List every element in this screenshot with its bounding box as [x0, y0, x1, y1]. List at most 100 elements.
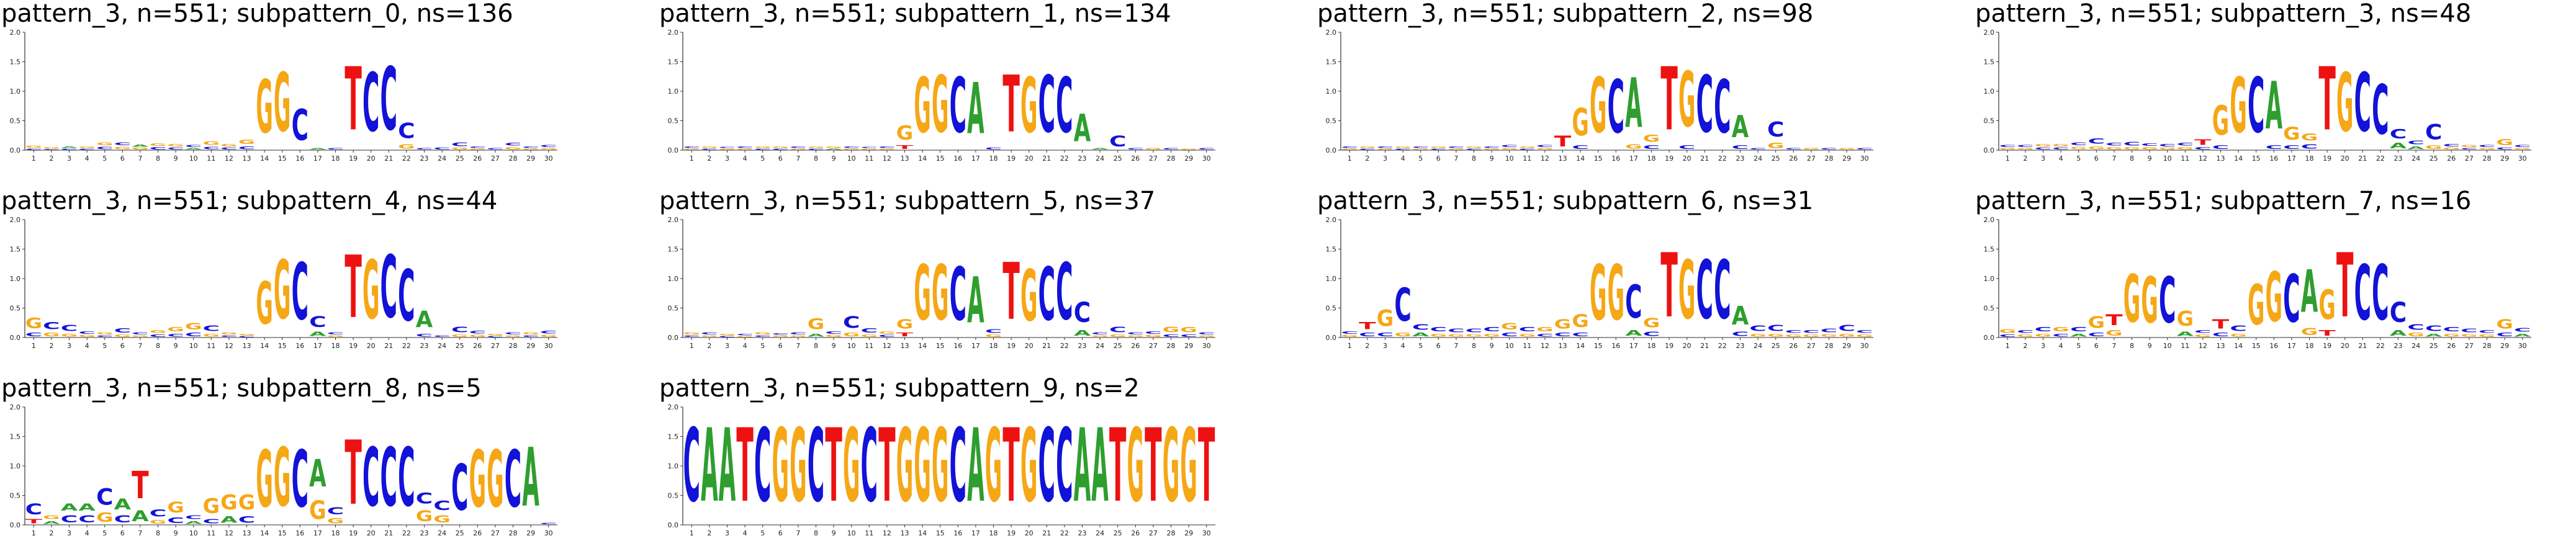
logo-letter-t: T — [896, 332, 914, 338]
logo-letter-t: T — [1002, 247, 1020, 338]
svg-text:G: G — [451, 334, 468, 338]
svg-text:G: G — [363, 244, 379, 338]
svg-text:G: G — [914, 63, 930, 151]
logo-letter-a: A — [2070, 333, 2087, 338]
logo-letter-c: C — [167, 147, 184, 150]
logo-letter-c: C — [790, 333, 806, 336]
svg-text:C: C — [114, 327, 131, 334]
y-tick-label: 1.5 — [10, 58, 21, 66]
svg-text:G: G — [719, 333, 736, 336]
svg-text:C: C — [114, 141, 131, 146]
x-tick-label: 17 — [1629, 154, 1638, 163]
svg-text:G: G — [1643, 316, 1660, 331]
svg-text:C: C — [1999, 145, 2016, 148]
logo-letter-g: G — [2177, 146, 2194, 150]
svg-text:A: A — [1412, 332, 1430, 338]
logo-letter-c: C — [43, 320, 60, 331]
svg-text:C: C — [2425, 120, 2442, 145]
x-tick-label: 20 — [1025, 154, 1034, 163]
logo-letter-g: G — [932, 60, 948, 150]
logo-letter-t: T — [878, 407, 896, 524]
y-tick-label: 2.0 — [1326, 29, 1337, 37]
logo-letter-g: G — [2017, 148, 2033, 150]
svg-text:G: G — [2105, 146, 2122, 150]
x-tick-label: 13 — [243, 342, 251, 350]
svg-text:G: G — [274, 244, 290, 338]
logo-letter-c: C — [1999, 145, 2016, 148]
logo-letter-g: G — [309, 495, 326, 525]
svg-text:G: G — [2407, 331, 2424, 338]
svg-text:C: C — [25, 332, 42, 338]
logo-letter-g: G — [2230, 63, 2246, 151]
panel-title-3: pattern_3, n=551; subpattern_3, ns=48 — [1975, 0, 2472, 28]
x-tick-label: 23 — [1736, 342, 1745, 350]
logo-letter-g: G — [256, 270, 272, 338]
logo-letter-a: A — [2407, 146, 2425, 151]
logo-letter-c: C — [2035, 326, 2051, 333]
logo-letter-t: T — [345, 50, 361, 151]
x-tick-label: 12 — [2199, 342, 2207, 350]
x-tick-label: 30 — [1202, 154, 1211, 163]
svg-text:C: C — [1056, 246, 1073, 337]
logo-letter-g: G — [1590, 250, 1606, 338]
svg-text:G: G — [1999, 148, 2016, 150]
svg-text:G: G — [2461, 145, 2477, 148]
y-tick-label: 0.5 — [668, 117, 679, 125]
logo-letter-g: G — [878, 148, 895, 150]
svg-text:C: C — [2123, 141, 2140, 146]
logo-letter-g: G — [363, 244, 379, 338]
svg-text:C: C — [1767, 118, 1784, 141]
x-tick-label: 24 — [1096, 154, 1104, 163]
svg-text:C: C — [43, 149, 60, 150]
svg-text:A: A — [1074, 106, 1091, 150]
logo-plot-5: 0.00.51.01.52.01 2 3 4 5 6 7 8 9 10 11 12 13 14 15 16 17… — [668, 216, 1215, 350]
logo-letter-g: G — [2052, 326, 2069, 333]
logo-letter-t: T — [2105, 311, 2123, 329]
logo-letter-g: G — [1678, 244, 1695, 338]
x-tick-label: 9 — [174, 342, 178, 350]
x-tick-label: 11 — [207, 529, 215, 537]
x-tick-label: 30 — [1202, 529, 1211, 537]
svg-text:T: T — [896, 332, 914, 338]
x-tick-label: 6 — [120, 154, 125, 163]
logo-letter-c: C — [1198, 148, 1215, 150]
svg-text:G: G — [522, 148, 539, 150]
logo-letter-g: G — [772, 335, 789, 338]
y-tick-label: 1.5 — [10, 433, 21, 441]
x-tick-label: 4 — [85, 154, 89, 163]
svg-text:C: C — [167, 147, 184, 150]
logo-letter-g: G — [1501, 148, 1518, 150]
svg-text:G: G — [896, 317, 913, 332]
x-tick-label: 18 — [1647, 154, 1656, 163]
svg-text:T: T — [1145, 407, 1162, 524]
svg-text:G: G — [2088, 313, 2105, 332]
logo-letter-g: G — [469, 148, 486, 150]
logo-letter-c: C — [25, 148, 42, 150]
x-tick-label: 19 — [2323, 154, 2331, 163]
logo-letter-c: C — [985, 147, 1002, 150]
logo-letter-g: G — [701, 146, 718, 148]
svg-text:T: T — [345, 238, 361, 337]
logo-letter-c: C — [2194, 146, 2211, 150]
x-tick-label: 22 — [1060, 342, 1069, 350]
logo-letter-c: C — [950, 253, 966, 338]
logo-letter-c: C — [1056, 63, 1073, 151]
svg-text:C: C — [292, 101, 308, 151]
x-tick-label: 6 — [120, 342, 125, 350]
svg-text:A: A — [220, 515, 237, 525]
svg-text:G: G — [114, 146, 131, 150]
svg-text:A: A — [2301, 257, 2318, 326]
svg-text:G: G — [150, 519, 166, 525]
x-tick-label: 14 — [260, 529, 269, 537]
svg-text:C: C — [2407, 140, 2424, 145]
svg-text:C: C — [2443, 326, 2460, 333]
x-tick-label: 4 — [743, 529, 747, 537]
logo-letter-g: G — [1145, 334, 1161, 338]
logo-letter-g: G — [914, 250, 930, 338]
svg-text:G: G — [2479, 148, 2495, 150]
logo-letter-c: C — [185, 145, 202, 148]
logo-letter-c: C — [1163, 334, 1179, 338]
logo-letter-t: T — [1660, 50, 1677, 151]
logo-letter-g: G — [1749, 333, 1766, 338]
logo-letter-c: C — [43, 149, 60, 150]
